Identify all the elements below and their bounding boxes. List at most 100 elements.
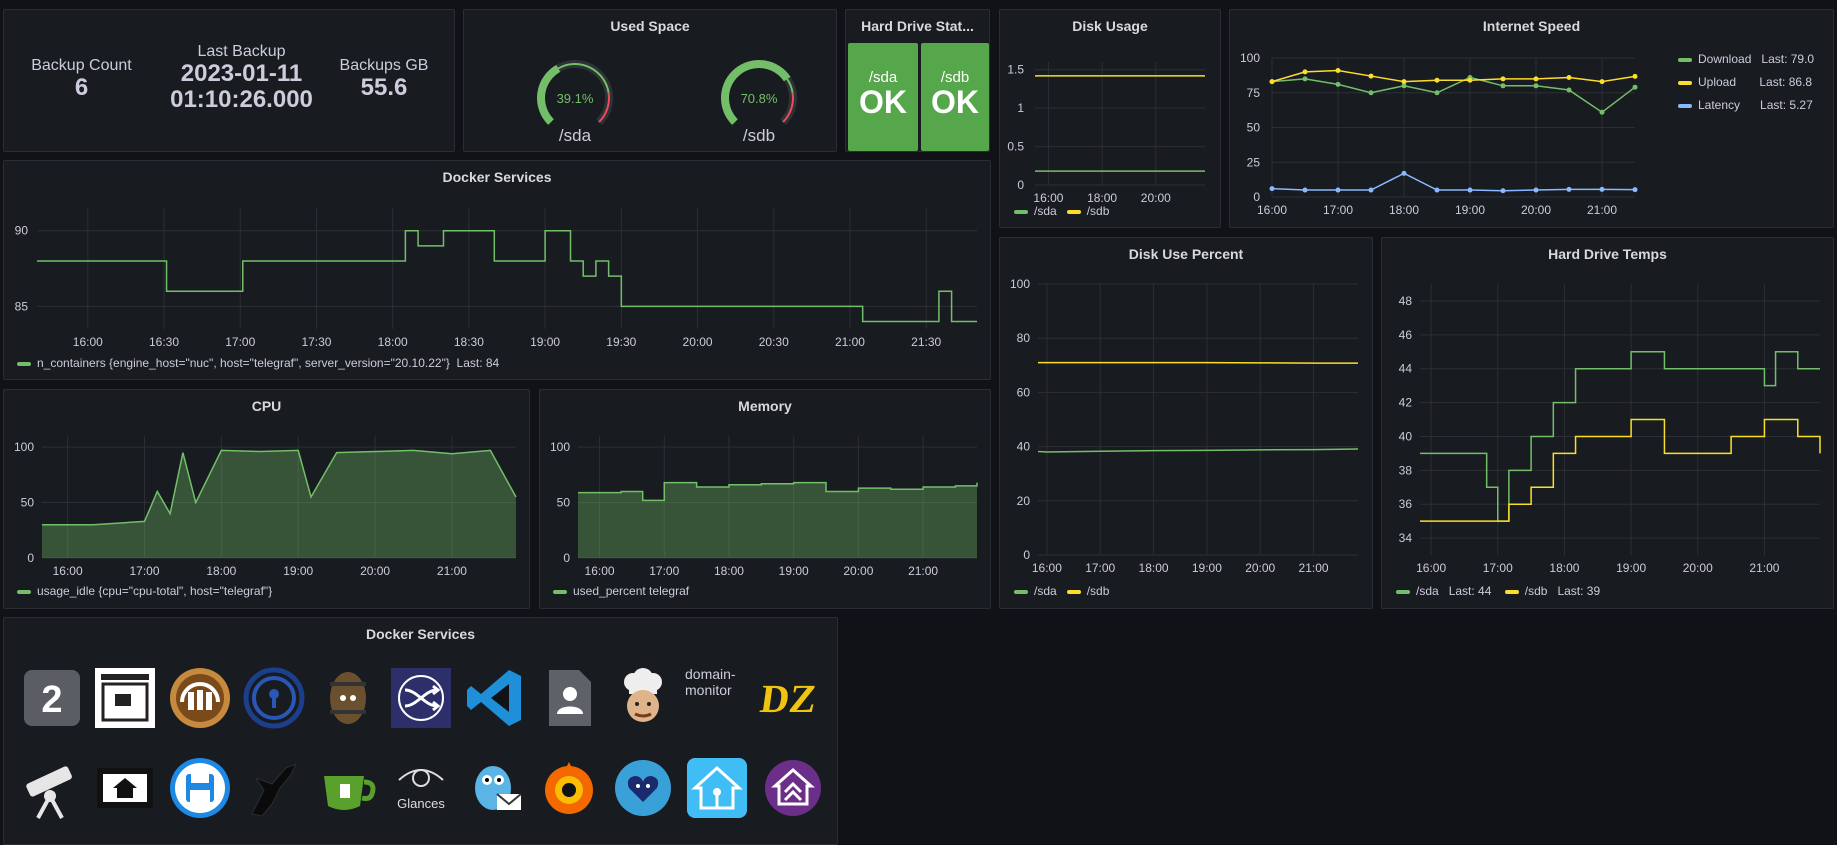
legend-name: Latency xyxy=(1698,98,1741,112)
floppy-disk-icon[interactable] xyxy=(168,756,232,820)
legend-last: Last: 86.8 xyxy=(1759,75,1813,89)
series-line-sda xyxy=(1420,351,1820,522)
y-tick-label: 1 xyxy=(1017,101,1024,115)
disk-use-percent-chart: 0 20 40 60 80 100 16:00 17:00 18:00 19:00 20:00 21:… xyxy=(1010,277,1359,575)
sda-status-box: /sda OK xyxy=(848,43,918,151)
series-line-Latency xyxy=(1271,172,1636,192)
legend-sdb[interactable]: /sdb xyxy=(1086,204,1110,218)
x-tick-label: 17:30 xyxy=(301,335,331,349)
legend-sdb[interactable]: /sdb xyxy=(1524,584,1548,598)
tea-cup-icon[interactable] xyxy=(316,756,380,820)
docker-services-chart-panel[interactable]: Docker Services 85 90 16:00 16:30 17:00 17:30… xyxy=(3,160,991,380)
audiobook-icon[interactable] xyxy=(168,666,232,730)
y-tick-label: 50 xyxy=(557,496,571,510)
chef-icon[interactable] xyxy=(611,666,675,730)
backups-gb-stat: Backups GB 55.6 xyxy=(329,57,439,101)
gopher-mail-icon[interactable] xyxy=(463,756,527,820)
cpu-panel[interactable]: CPU 0 50 100 16:00 17:00 18:00 19:00 20:00 21:00… xyxy=(3,389,530,609)
glances-icon[interactable]: Glances xyxy=(389,756,453,820)
series-point xyxy=(1500,76,1506,82)
series-line-sda xyxy=(1037,448,1359,453)
series-point xyxy=(1302,69,1308,75)
barrel-icon[interactable] xyxy=(316,666,380,730)
domain-monitor-broken-image[interactable]: domain-monitor xyxy=(685,666,755,730)
series-point xyxy=(1632,73,1638,79)
backup-count-stat: Backup Count 6 xyxy=(19,57,144,101)
sdb-status-box: /sdb OK xyxy=(921,43,989,151)
legend-sdb[interactable]: /sdb xyxy=(1086,584,1110,598)
y-tick-label: 85 xyxy=(15,299,29,313)
y-tick-label: 0.5 xyxy=(1007,140,1024,154)
internet-legend-latency[interactable]: Latency Last: 5.27 xyxy=(1678,98,1813,112)
vault-keyhole-icon[interactable] xyxy=(242,666,306,730)
legend-sda[interactable]: /sda xyxy=(1034,204,1057,218)
internet-speed-panel[interactable]: Internet Speed 0 25 50 75 100 16:00 17:00 18:00… xyxy=(1229,9,1834,228)
used-space-panel[interactable]: Used Space 39.1%/sda 70.8%/sdb xyxy=(463,9,837,152)
last-backup-date: 2023-01-11 xyxy=(180,60,303,87)
backup-stats-panel: Backup Count 6 Last Backup 2023-01-11 01… xyxy=(3,9,455,152)
legend-sda[interactable]: /sda xyxy=(1416,584,1439,598)
sda-status-device: /sda xyxy=(868,69,898,86)
bird-silhouette-icon[interactable] xyxy=(242,756,306,820)
x-tick-label: 19:00 xyxy=(779,564,809,578)
y-tick-label: 50 xyxy=(21,496,35,510)
bookmark-house-icon[interactable] xyxy=(761,756,825,820)
y-tick-label: 42 xyxy=(1399,396,1413,410)
internet-legend-upload[interactable]: Upload Last: 86.8 xyxy=(1678,75,1812,89)
number-two-icon[interactable]: 2 xyxy=(20,666,84,730)
hard-drive-temps-panel[interactable]: Hard Drive Temps 34 36 38 40 42 44 46 48 16:00 17… xyxy=(1381,237,1834,609)
x-tick-label: 21:00 xyxy=(835,335,865,349)
series-point xyxy=(1599,79,1605,85)
legend-name: used_percent telegraf xyxy=(573,584,690,598)
panel-title: Docker Services xyxy=(366,626,475,642)
y-tick-label: 75 xyxy=(1247,86,1261,100)
legend-last: Last: 84 xyxy=(456,356,500,370)
legend-sdb-last: Last: 39 xyxy=(1557,584,1601,598)
legend-name: Upload xyxy=(1698,75,1737,89)
sdb-status-device: /sdb xyxy=(940,69,970,86)
panel-title: Hard Drive Stat... xyxy=(861,18,974,34)
series-area-usageidle xyxy=(42,450,516,558)
series-point xyxy=(1566,87,1572,93)
legend-sda[interactable]: /sda xyxy=(1034,584,1057,598)
vscode-icon[interactable] xyxy=(463,666,527,730)
memory-legend[interactable]: used_percent telegraf xyxy=(553,584,689,598)
last-backup-label: Last Backup xyxy=(197,43,286,60)
series-point xyxy=(1533,187,1539,193)
film-house-icon[interactable] xyxy=(93,756,157,820)
x-tick-label: 19:00 xyxy=(530,335,560,349)
glances-label: Glances xyxy=(397,796,445,811)
telescope-icon[interactable] xyxy=(20,756,84,820)
memory-panel[interactable]: Memory 0 50 100 16:00 17:00 18:00 19:00 20:00 21… xyxy=(539,389,991,609)
disk-use-percent-panel[interactable]: Disk Use Percent 0 20 40 60 80 100 16:00 17:00 1… xyxy=(999,237,1373,609)
cpu-legend[interactable]: usage_idle {cpu="cpu-total", host="teleg… xyxy=(17,584,272,598)
x-tick-label: 21:00 xyxy=(1749,561,1779,575)
disk-usage-panel[interactable]: Disk Usage 0 0.5 1 1.5 16:00 18:00 20:00 /sda … xyxy=(999,9,1221,228)
x-tick-label: 18:00 xyxy=(1139,561,1169,575)
series-point xyxy=(1302,76,1308,82)
shuffle-icon[interactable] xyxy=(389,666,453,730)
hard-drive-status-panel[interactable]: Hard Drive Stat... /sda OK /sdb OK xyxy=(845,9,990,152)
heart-badge-icon[interactable] xyxy=(611,756,675,820)
grafana-icon[interactable] xyxy=(537,756,601,820)
y-tick-label: 100 xyxy=(1240,51,1260,65)
series-line-usageidle xyxy=(42,449,517,526)
dz-logo-icon[interactable]: DZ xyxy=(757,666,825,730)
x-tick-label: 16:00 xyxy=(1032,561,1062,575)
internet-legend-download[interactable]: Download Last: 79.0 xyxy=(1678,52,1814,66)
series-point xyxy=(1632,187,1638,193)
x-tick-label: 17:00 xyxy=(1483,561,1513,575)
contact-document-icon[interactable] xyxy=(537,666,601,730)
last-backup-time: 01:10:26.000 xyxy=(170,86,313,114)
docker-services-legend[interactable]: n_containers {engine_host="nuc", host="t… xyxy=(17,356,499,370)
y-tick-label: 34 xyxy=(1399,531,1413,545)
window-app-icon[interactable] xyxy=(93,666,157,730)
series-point xyxy=(1434,187,1440,193)
x-tick-label: 19:00 xyxy=(283,564,313,578)
disk-usage-legend: /sda /sdb xyxy=(1014,204,1109,218)
series-point xyxy=(1434,90,1440,96)
home-assistant-icon[interactable] xyxy=(685,756,749,820)
last-backup-stat: Last Backup 2023-01-11 01:10:26.000 xyxy=(154,43,329,114)
x-tick-label: 17:00 xyxy=(225,335,255,349)
x-tick-label: 20:00 xyxy=(1683,561,1713,575)
